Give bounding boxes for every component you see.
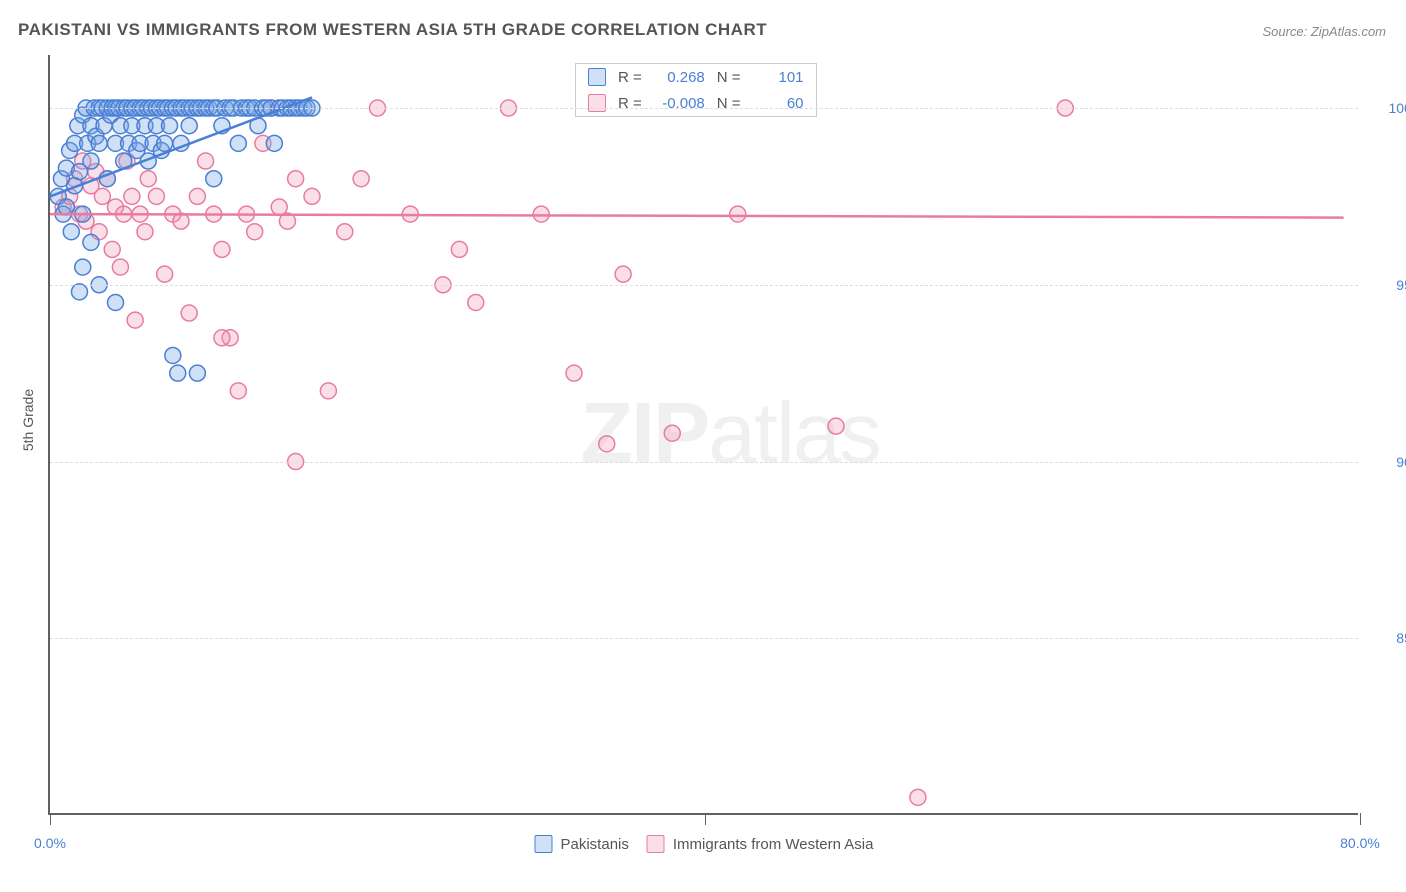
scatter-point-series2 [910,789,926,805]
swatch-series1 [588,68,606,86]
scatter-point-series1 [157,135,173,151]
scatter-point-series1 [58,199,74,215]
scatter-point-series2 [271,199,287,215]
scatter-point-series1 [63,224,79,240]
x-tick [705,813,706,825]
scatter-point-series2 [288,171,304,187]
y-tick-label: 95.0% [1366,277,1406,293]
x-tick [1360,813,1361,825]
scatter-point-series1 [83,153,99,169]
scatter-point-series2 [124,188,140,204]
scatter-point-series2 [353,171,369,187]
scatter-point-series2 [533,206,549,222]
y-tick-label: 100.0% [1366,100,1406,116]
scatter-point-series1 [83,234,99,250]
scatter-point-series1 [206,171,222,187]
scatter-point-series2 [112,259,128,275]
scatter-point-series1 [75,259,91,275]
scatter-point-series2 [247,224,263,240]
legend-item-series1: Pakistanis [535,835,629,853]
scatter-point-series2 [615,266,631,282]
scatter-point-series1 [165,347,181,363]
scatter-point-series2 [214,241,230,257]
stats-row-series2: R = -0.008 N = 60 [576,90,816,116]
gridline-h [50,285,1358,286]
n-label-1: N = [717,69,741,86]
scatter-point-series2 [127,312,143,328]
x-tick [50,813,51,825]
legend-item-series2: Immigrants from Western Asia [647,835,874,853]
gridline-h [50,108,1358,109]
chart-plot-area: ZIPatlas R = 0.268 N = 101 R = -0.008 N … [48,55,1358,815]
scatter-point-series1 [108,294,124,310]
stats-row-series1: R = 0.268 N = 101 [576,64,816,90]
chart-svg [50,55,1358,813]
scatter-point-series2 [104,241,120,257]
scatter-point-series2 [730,206,746,222]
r-value-1: 0.268 [650,69,705,86]
scatter-point-series1 [266,135,282,151]
scatter-point-series2 [189,188,205,204]
scatter-point-series1 [162,118,178,134]
swatch-series2 [588,94,606,112]
y-tick-label: 85.0% [1366,630,1406,646]
x-tick-label-80: 80.0% [1340,835,1380,851]
bottom-legend: Pakistanis Immigrants from Western Asia [535,835,874,853]
source-attribution: Source: ZipAtlas.com [1262,24,1386,39]
r-label-1: R = [618,69,642,86]
legend-swatch-series1 [535,835,553,853]
scatter-point-series2 [198,153,214,169]
gridline-h [50,462,1358,463]
scatter-point-series2 [828,418,844,434]
scatter-point-series1 [230,135,246,151]
scatter-point-series1 [91,135,107,151]
scatter-point-series2 [137,224,153,240]
scatter-point-series1 [181,118,197,134]
y-axis-label: 5th Grade [20,389,36,451]
legend-label-series2: Immigrants from Western Asia [673,836,874,853]
scatter-point-series2 [157,266,173,282]
n-value-1: 101 [749,69,804,86]
scatter-point-series1 [170,365,186,381]
y-tick-label: 90.0% [1366,454,1406,470]
scatter-point-series2 [230,383,246,399]
scatter-point-series2 [468,294,484,310]
scatter-point-series2 [320,383,336,399]
scatter-point-series1 [189,365,205,381]
scatter-point-series2 [140,171,156,187]
scatter-point-series2 [664,425,680,441]
scatter-point-series2 [599,436,615,452]
scatter-point-series2 [148,188,164,204]
scatter-point-series2 [566,365,582,381]
scatter-point-series2 [214,330,230,346]
gridline-h [50,638,1358,639]
scatter-point-series2 [451,241,467,257]
scatter-point-series1 [71,284,87,300]
scatter-point-series2 [304,188,320,204]
chart-title: PAKISTANI VS IMMIGRANTS FROM WESTERN ASI… [18,20,767,40]
x-tick-label-0: 0.0% [34,835,66,851]
legend-swatch-series2 [647,835,665,853]
legend-label-series1: Pakistanis [561,836,629,853]
scatter-point-series2 [94,188,110,204]
scatter-point-series2 [337,224,353,240]
scatter-point-series2 [181,305,197,321]
